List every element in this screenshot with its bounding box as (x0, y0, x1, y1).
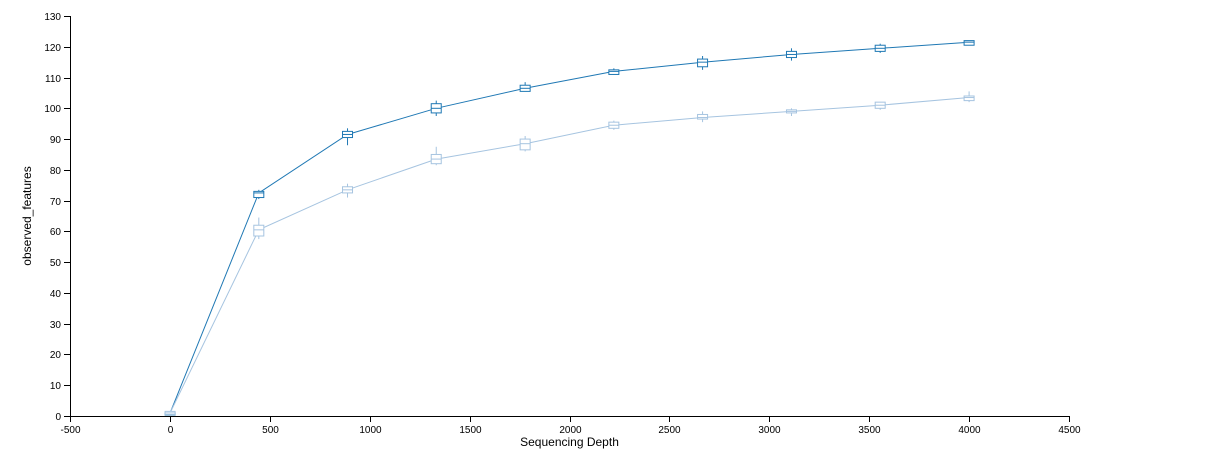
series-1-box-4 (519, 136, 531, 152)
series-0-box-rect-6 (697, 58, 709, 68)
series-1-box-6 (697, 111, 709, 123)
x-tick-label-10: 4500 (1058, 425, 1081, 436)
y-tick-label-1: 10 (50, 381, 62, 392)
x-tick-label-5: 2000 (559, 425, 582, 436)
series-0-box-3 (430, 100, 442, 116)
y-tick-label-10: 100 (44, 104, 61, 115)
y-axis: 0 10 20 30 40 50 60 70 80 90 100 110 120 130 (44, 12, 71, 423)
series-0-box-6 (697, 56, 709, 70)
series-1-box-2 (342, 183, 354, 198)
y-tick-label-5: 50 (50, 258, 62, 269)
series-layer (164, 40, 975, 416)
x-tick-label-3: 1000 (359, 425, 382, 436)
series-1 (164, 91, 975, 415)
series-1-line (169, 97, 970, 414)
y-tick-label-13: 130 (44, 12, 61, 23)
x-tick-label-0: -500 (60, 425, 80, 436)
series-1-box-0 (164, 410, 176, 415)
y-tick-label-3: 30 (50, 320, 62, 331)
y-tick-label-6: 60 (50, 227, 62, 238)
series-1-box-8 (874, 101, 886, 110)
series-1-box-rect-6 (697, 113, 709, 120)
series-0-box-4 (519, 82, 531, 92)
series-0-box-7 (785, 48, 797, 61)
y-tick-label-9: 90 (50, 135, 62, 146)
x-tick-label-1: 0 (168, 425, 174, 436)
y-tick-label-2: 20 (50, 350, 62, 361)
y-tick-label-8: 80 (50, 166, 62, 177)
series-1-box-9 (963, 91, 975, 103)
series-1-box-rect-9 (963, 95, 975, 102)
y-tick-label-0: 0 (55, 412, 61, 423)
series-0-line (169, 41, 970, 414)
series-0-box-2 (342, 128, 354, 146)
y-tick-label-12: 120 (44, 43, 61, 54)
series-1-box-rect-4 (519, 138, 531, 151)
y-axis-title: observed_features (20, 166, 34, 265)
series-1-box-rect-1 (253, 224, 265, 237)
series-0 (164, 40, 975, 416)
x-tick-label-7: 3000 (758, 425, 781, 436)
x-tick-label-8: 3500 (858, 425, 881, 436)
x-tick-label-4: 1500 (459, 425, 482, 436)
series-0-box-rect-5 (608, 69, 620, 75)
series-0-box-1 (253, 189, 265, 200)
series-1-box-1 (253, 217, 265, 240)
series-1-box-7 (785, 108, 797, 116)
x-axis-title: Sequencing Depth (520, 435, 619, 449)
series-0-box-8 (874, 43, 886, 53)
series-1-box-5 (608, 120, 620, 130)
series-0-box-9 (963, 40, 975, 46)
x-tick-label-9: 4000 (958, 425, 981, 436)
series-1-box-3 (430, 146, 442, 166)
x-axis: -500 0 500 1000 1500 2000 2500 3000 3500 4000 4500 (60, 416, 1081, 436)
series-0-box-5 (608, 68, 620, 75)
series-0-box-rect-9 (963, 40, 975, 46)
y-tick-label-7: 70 (50, 197, 62, 208)
x-tick-label-2: 500 (262, 425, 279, 436)
series-0-box-rect-1 (253, 190, 265, 199)
y-tick-label-11: 110 (45, 74, 61, 85)
x-tick-label-6: 2500 (658, 425, 681, 436)
y-tick-label-4: 40 (50, 289, 62, 300)
